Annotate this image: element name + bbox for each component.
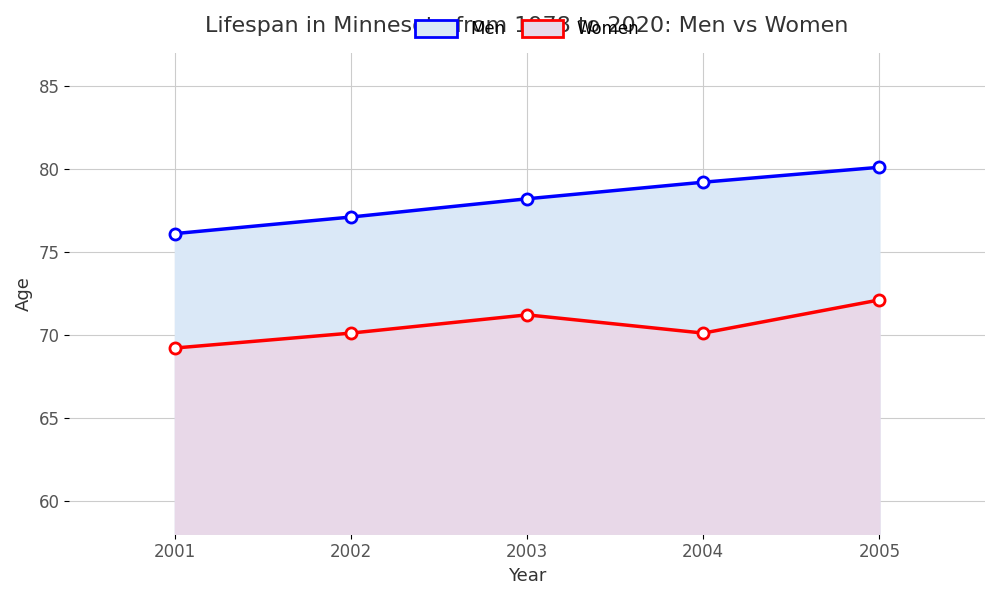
Women (873, 296, 885, 304)
Men (169, 230, 181, 237)
Women (345, 329, 357, 337)
Men (521, 195, 533, 202)
X-axis label: Year: Year (508, 567, 546, 585)
Men (345, 214, 357, 221)
Legend: Men, Women: Men, Women (408, 13, 646, 44)
Line: Women: Women (169, 295, 885, 353)
Women (521, 311, 533, 319)
Y-axis label: Age: Age (15, 276, 33, 311)
Women (697, 329, 709, 337)
Title: Lifespan in Minnesota from 1978 to 2020: Men vs Women: Lifespan in Minnesota from 1978 to 2020:… (205, 16, 849, 36)
Line: Men: Men (169, 162, 885, 239)
Men (697, 179, 709, 186)
Men (873, 164, 885, 171)
Women (169, 344, 181, 352)
